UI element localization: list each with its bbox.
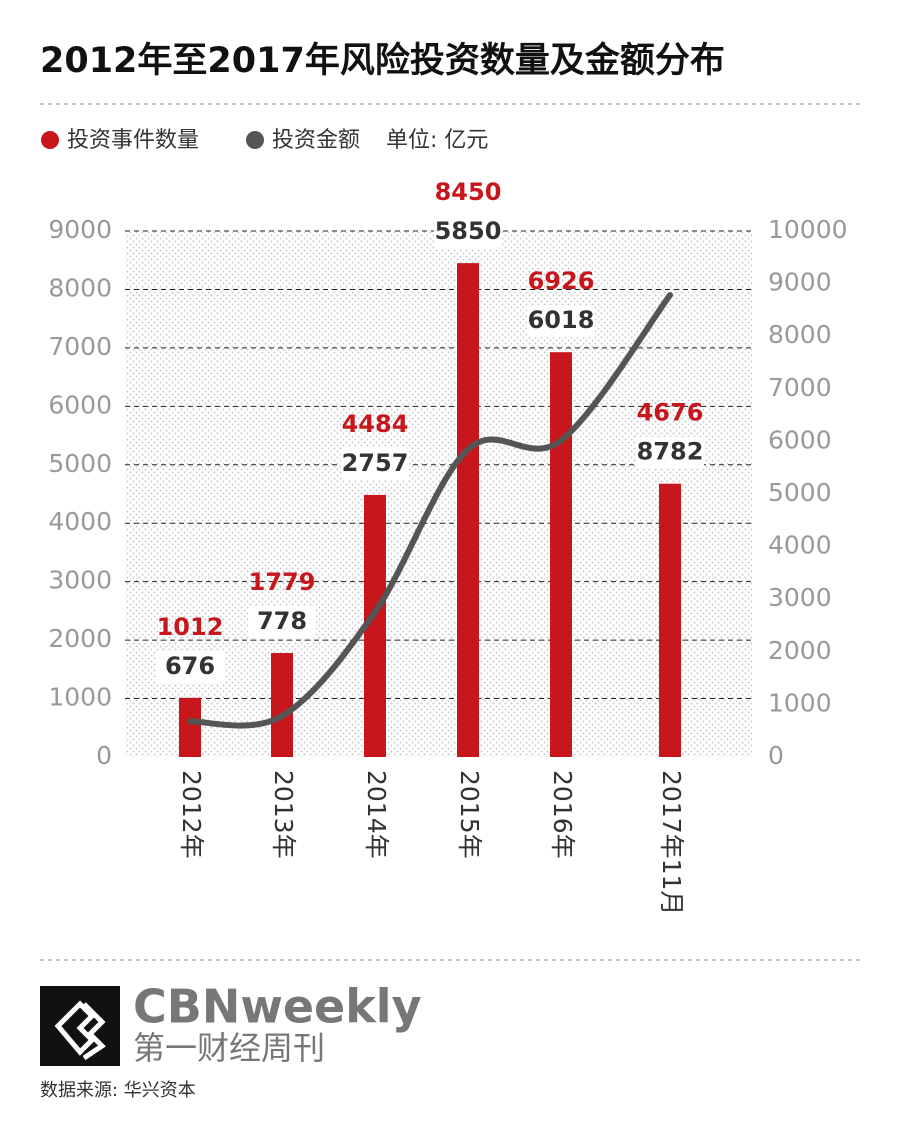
value-label: 1779: [249, 568, 316, 596]
x-tick-label: 2015年: [455, 770, 484, 859]
value-label: 8450: [435, 178, 502, 206]
label-bg: [527, 305, 595, 338]
unit-label: 单位: 亿元: [386, 128, 488, 153]
bar: [271, 653, 293, 757]
y-tick-label: 4000: [48, 507, 112, 536]
y2-tick-label: 2000: [768, 636, 832, 665]
value-label: 4484: [342, 410, 409, 438]
y-tick-label: 6000: [48, 390, 112, 419]
y2-tick-label: 3000: [768, 583, 832, 612]
chart-title: 2012年至2017年风险投资数量及金额分布: [40, 40, 725, 81]
y-tick-label: 9000: [48, 215, 112, 244]
value-label: 6018: [528, 306, 595, 334]
value-label: 8782: [637, 438, 704, 466]
y2-tick-label: 4000: [768, 531, 832, 560]
y2-tick-label: 6000: [768, 425, 832, 454]
y2-tick-label: 9000: [768, 268, 832, 297]
y2-tick-label: 1000: [768, 688, 832, 717]
y2-tick-label: 5000: [768, 478, 832, 507]
bar: [179, 697, 201, 757]
logo: [40, 986, 120, 1066]
y-tick-label: 1000: [48, 683, 112, 712]
value-label: 1012: [157, 613, 224, 641]
legend-label: 投资金额: [272, 128, 360, 153]
source: 数据来源: 华兴资本: [40, 1080, 196, 1101]
legend-label: 投资事件数量: [67, 128, 199, 153]
label-bg: [341, 447, 409, 480]
value-label: 5850: [435, 217, 502, 245]
label-bg: [156, 650, 224, 683]
y-tick-label: 2000: [48, 624, 112, 653]
value-label: 676: [165, 652, 215, 680]
x-tick-label: 2013年: [269, 770, 298, 859]
value-label: 4676: [637, 399, 704, 427]
bar: [457, 263, 479, 757]
value-label: 6926: [528, 267, 595, 295]
value-label: 778: [257, 607, 307, 635]
y2-tick-label: 8000: [768, 320, 832, 349]
label-bg: [248, 606, 316, 639]
x-tick-label: 2016年: [548, 770, 577, 859]
x-tick-label: 2014年: [362, 770, 391, 859]
y-tick-label: 7000: [48, 332, 112, 361]
y-tick-label: 8000: [48, 273, 112, 302]
legend-swatch: [246, 131, 264, 149]
label-bg: [636, 436, 704, 469]
y2-tick-label: 0: [768, 741, 784, 770]
y-tick-label: 5000: [48, 449, 112, 478]
bar: [550, 352, 572, 757]
y-tick-label: 0: [96, 741, 112, 770]
x-tick-label: 2012年: [177, 770, 206, 859]
bar: [659, 483, 681, 757]
bar: [364, 494, 386, 757]
brand: CBNweekly: [133, 980, 422, 1034]
x-tick-label: 2017年11月: [657, 770, 686, 915]
line: [187, 292, 673, 729]
y2-tick-label: 10000: [768, 215, 848, 244]
y2-tick-label: 7000: [768, 373, 832, 402]
y-tick-label: 3000: [48, 566, 112, 595]
legend-swatch: [41, 131, 59, 149]
brand-sub: 第一财经周刊: [133, 1029, 325, 1067]
label-bg: [434, 216, 502, 249]
value-label: 2757: [342, 449, 409, 477]
